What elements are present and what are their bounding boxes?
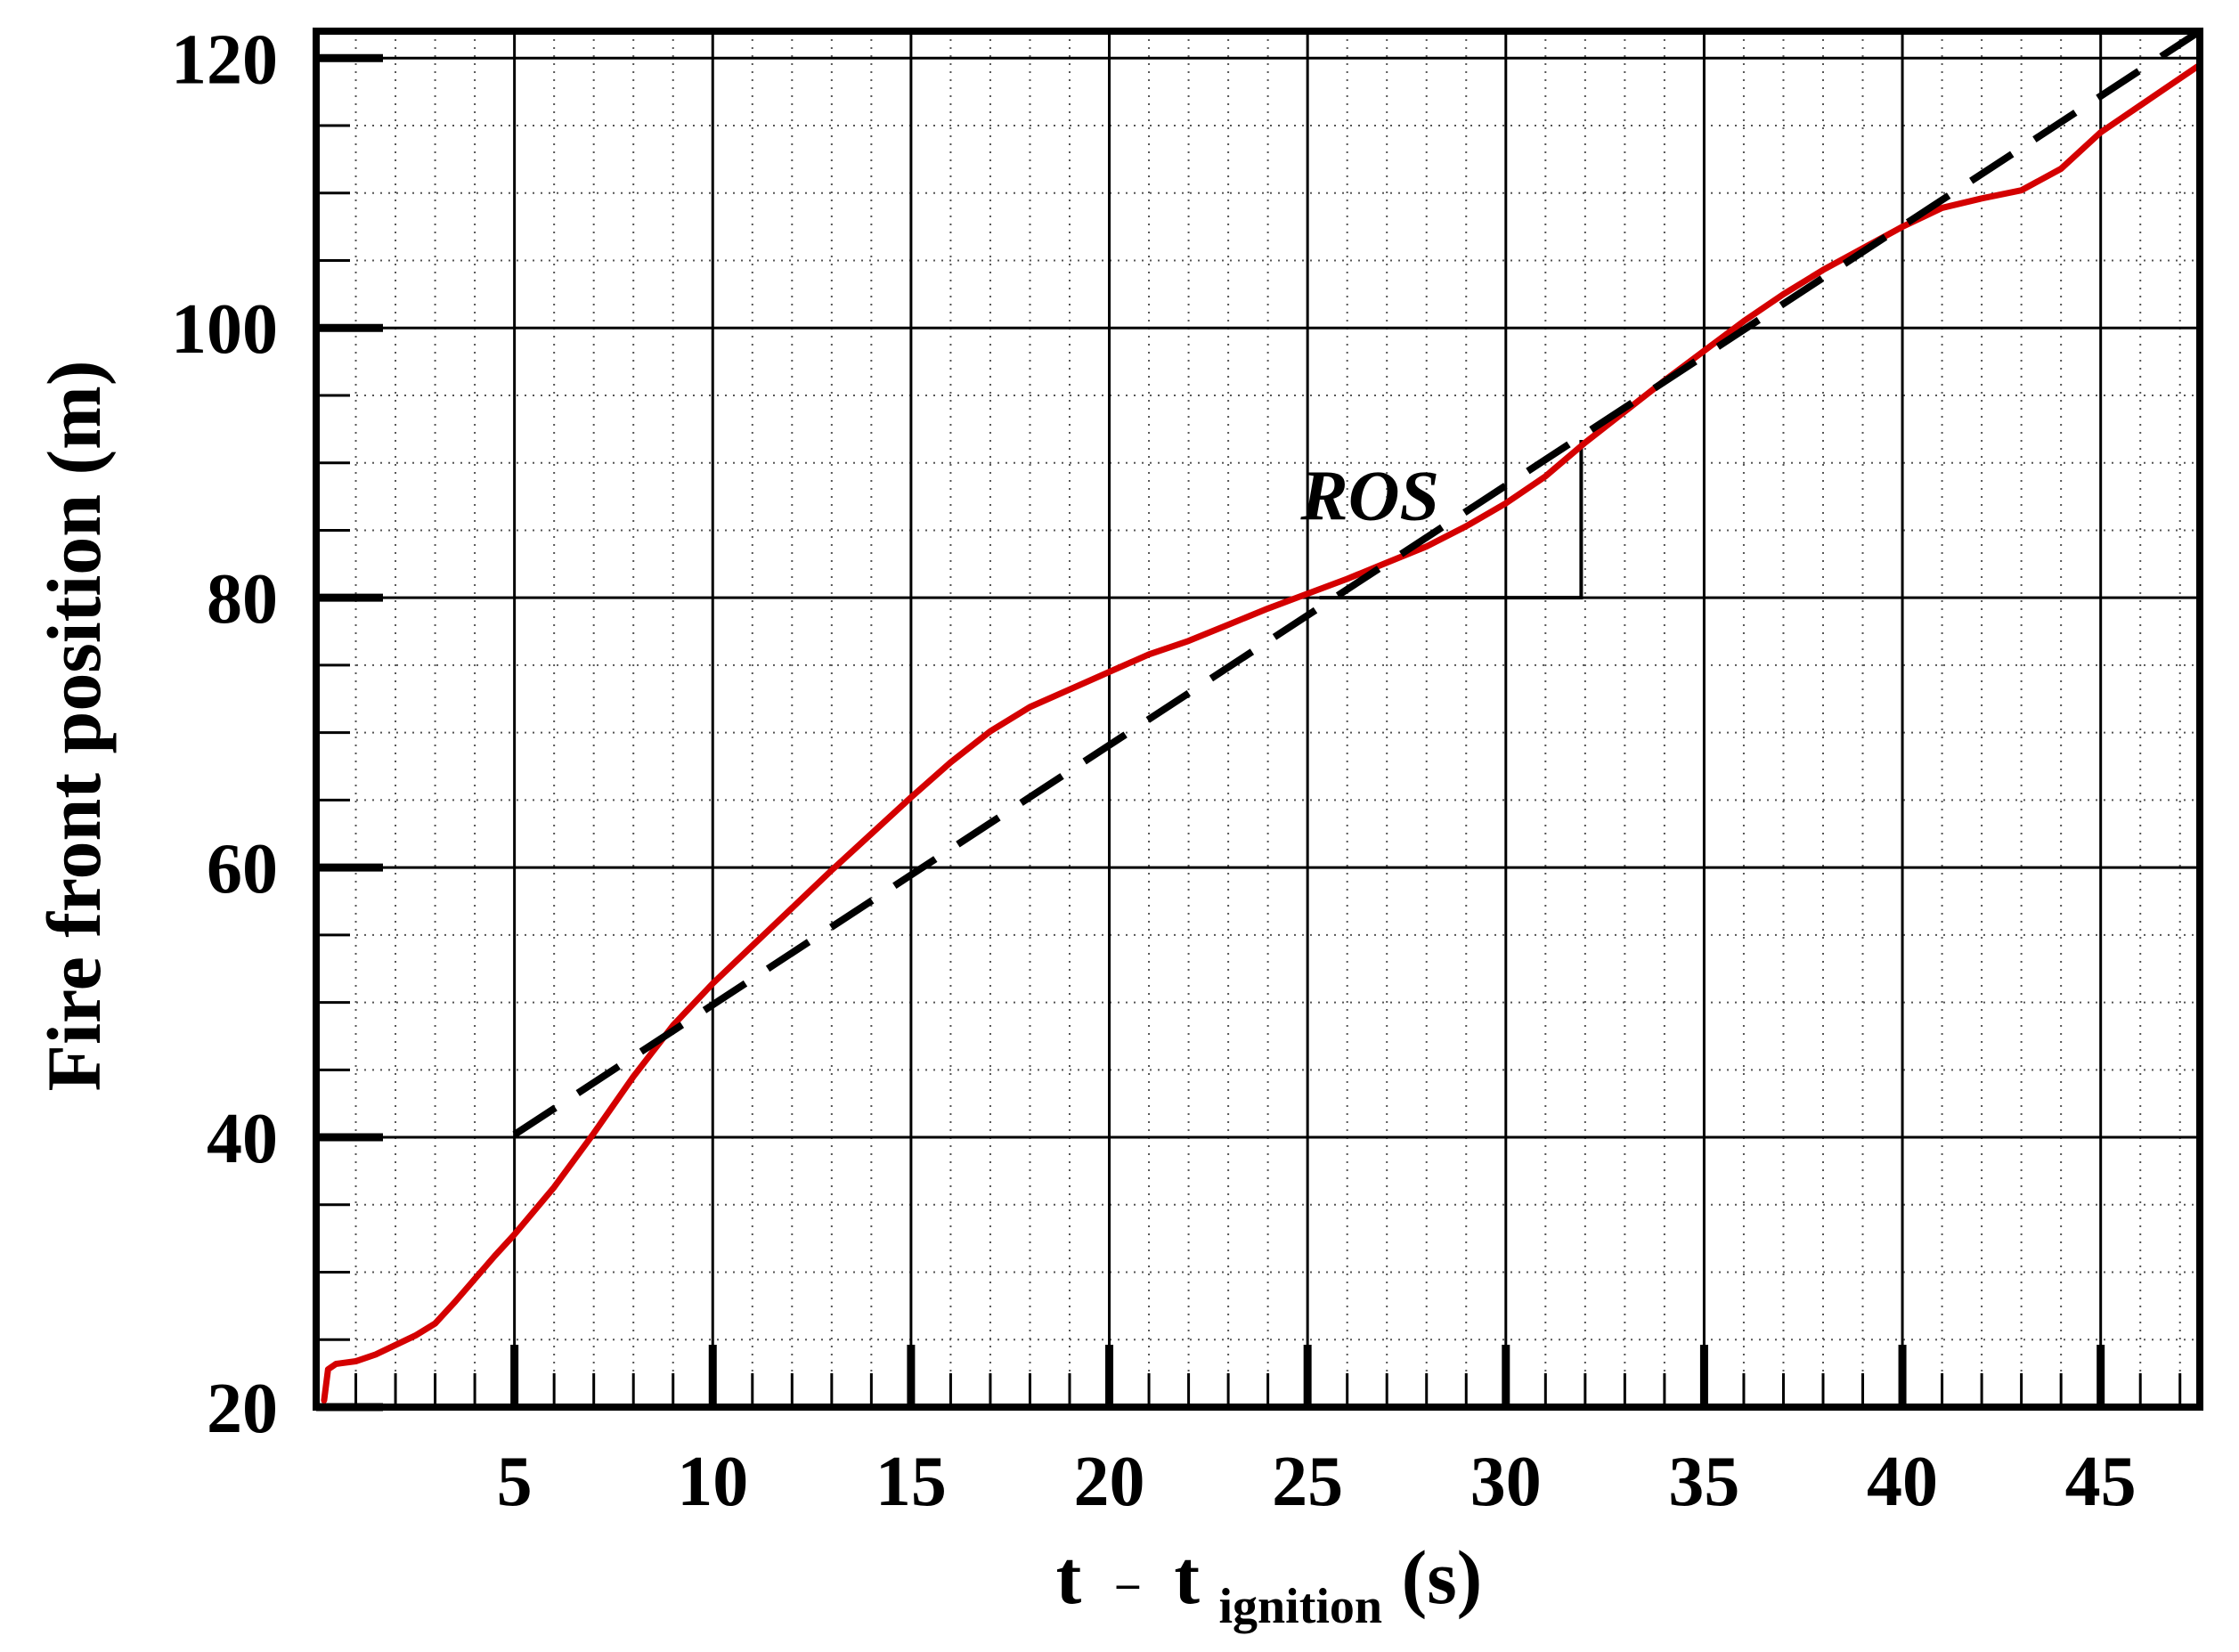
y-tick-label: 40	[207, 1100, 278, 1178]
annotations: ROS	[1299, 457, 1439, 535]
annotation-ros: ROS	[1299, 457, 1439, 535]
x-tick-labels: 5 10 15 20 25 30 35 40 45	[497, 1443, 2137, 1521]
y-tick-labels: 20 40 60 80 100 120	[171, 20, 278, 1448]
x-axis-title-sub-base: t	[1174, 1534, 1200, 1620]
series-layer	[321, 28, 2203, 1404]
slope-triangle-line	[1319, 439, 1584, 600]
x-tick-label: 20	[1074, 1443, 1145, 1521]
plot-frame	[313, 28, 2203, 1411]
minor-grid	[315, 31, 2200, 1407]
y-tick-label: 60	[207, 830, 278, 908]
x-tick-label: 40	[1867, 1443, 1938, 1521]
x-axis-title-subscript: ignition	[1218, 1579, 1382, 1634]
x-tick-label: 5	[497, 1443, 533, 1521]
y-tick-label: 80	[207, 560, 278, 639]
x-tick-label: 25	[1272, 1443, 1343, 1521]
x-axis-title-main: t	[1056, 1534, 1082, 1620]
y-tick-label: 100	[171, 290, 278, 369]
x-axis-title-operator: –	[1116, 1558, 1140, 1607]
x-tick-label: 35	[1668, 1443, 1739, 1521]
x-tick-label: 30	[1470, 1443, 1542, 1521]
slope-triangle	[1319, 439, 1584, 600]
x-tick-label: 45	[2065, 1443, 2137, 1521]
x-tick-label: 10	[677, 1443, 748, 1521]
series-fit	[512, 28, 2202, 1138]
x-axis-title-unit: (s)	[1402, 1534, 1483, 1620]
y-tick-label: 20	[207, 1370, 278, 1448]
x-tick-label: 15	[875, 1443, 947, 1521]
minor-ticks	[314, 124, 2182, 1407]
major-ticks	[316, 53, 2105, 1412]
y-tick-label: 120	[171, 20, 278, 99]
y-axis-title: Fire front position (m)	[31, 361, 117, 1092]
x-axis-title: t – t ignition (s)	[1056, 1529, 1483, 1640]
major-grid	[316, 31, 2200, 1409]
